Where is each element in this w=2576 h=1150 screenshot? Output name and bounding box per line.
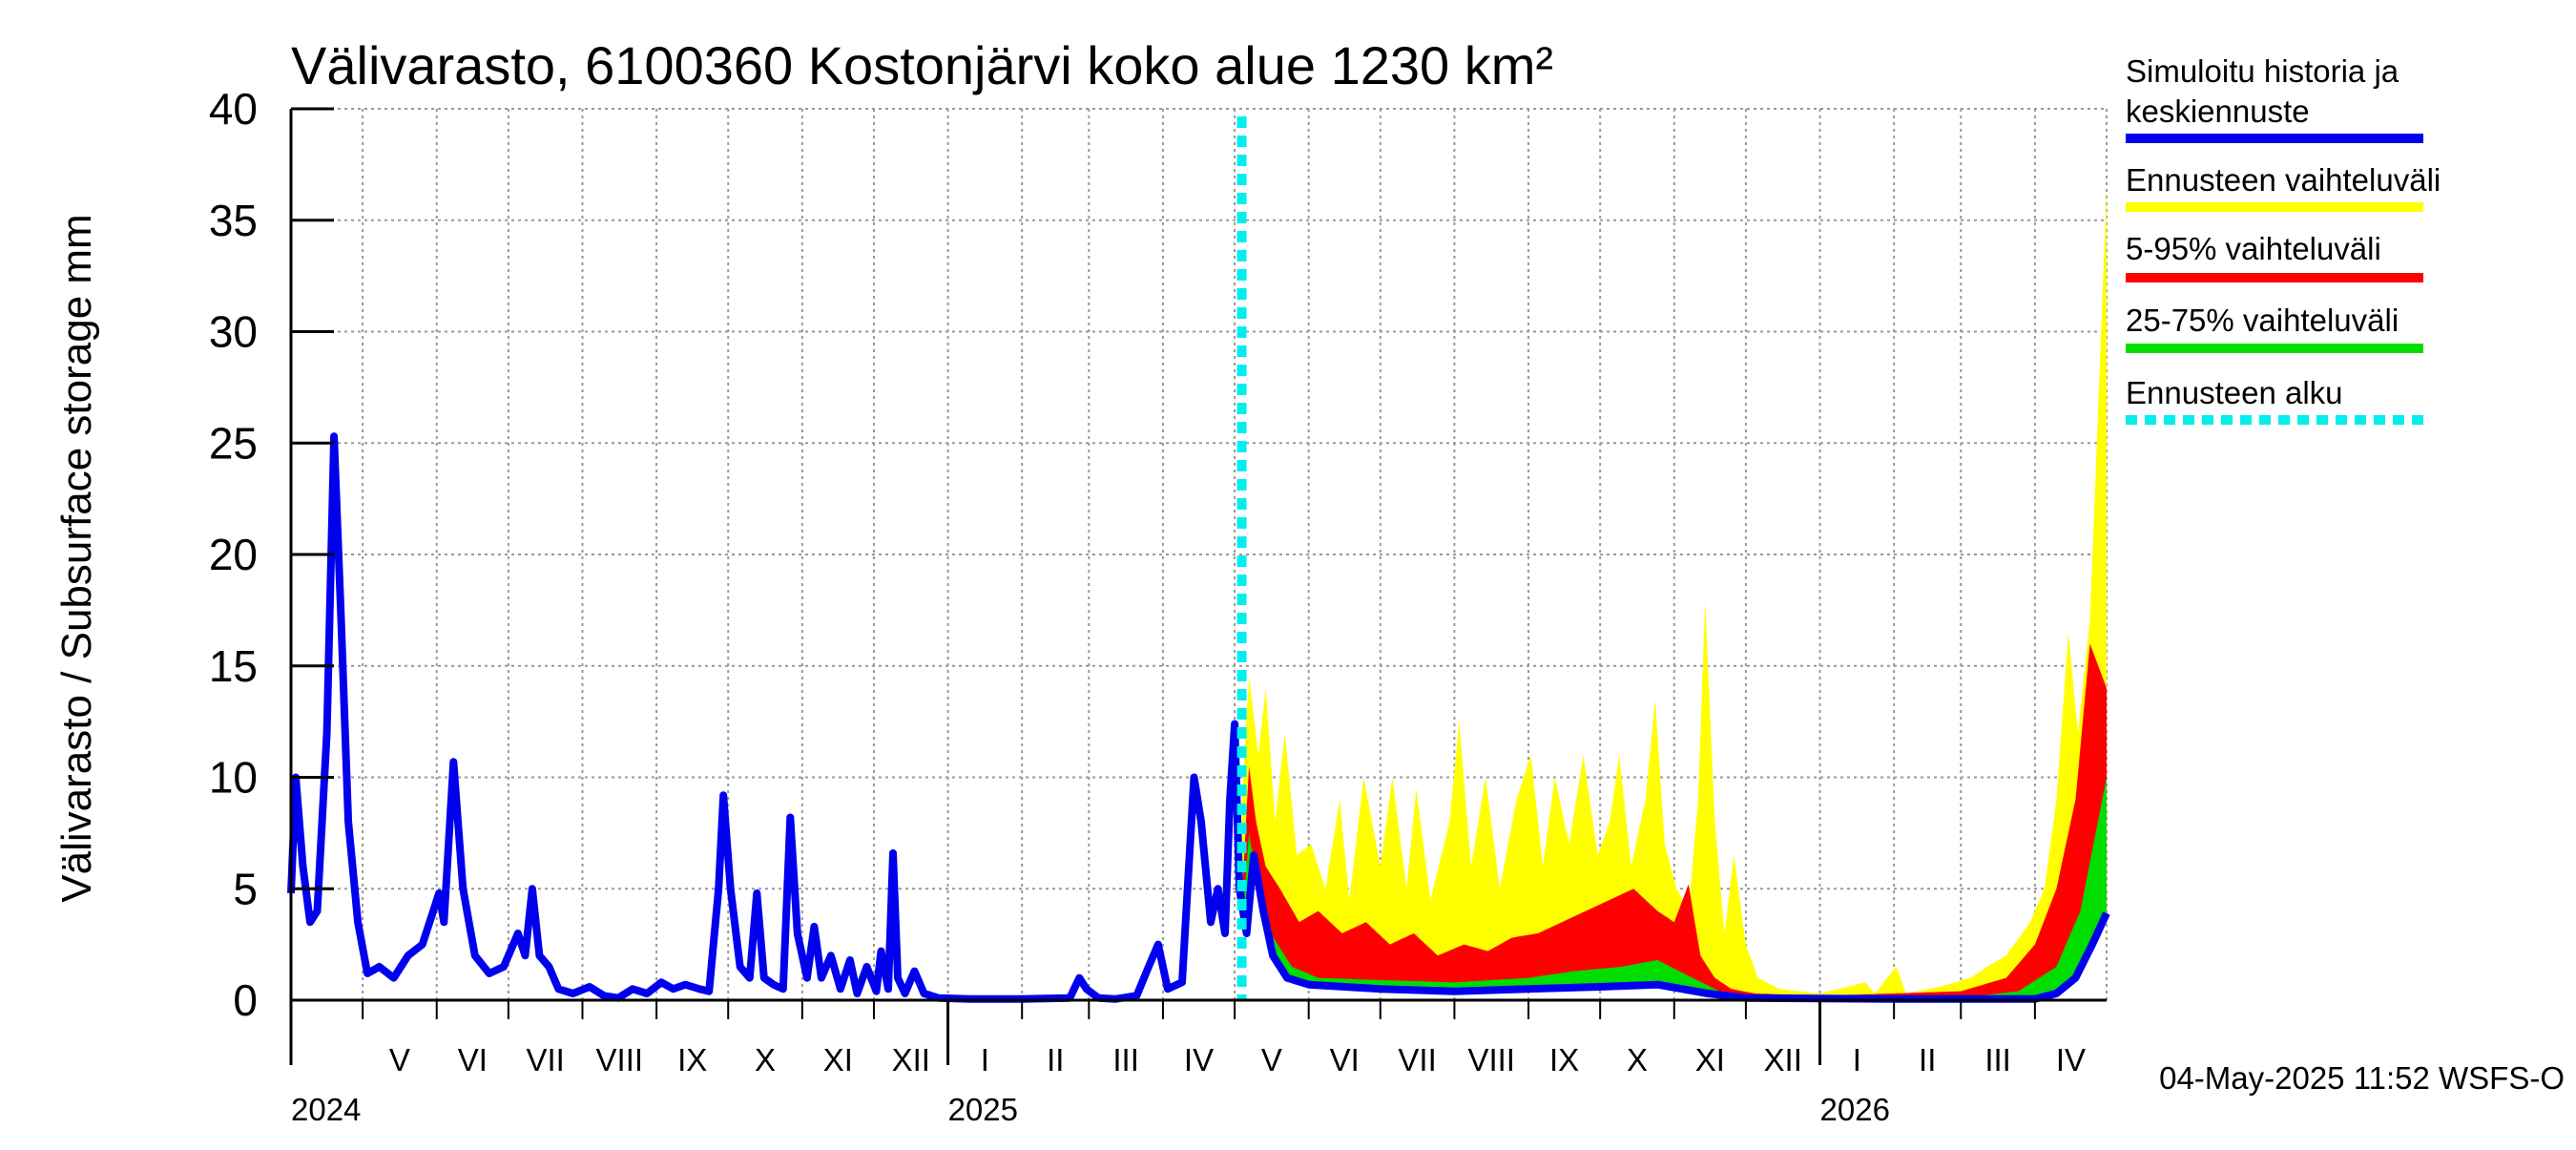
y-tick-label: 10 (209, 753, 258, 803)
legend-label: 25-75% vaihteluväli (2126, 303, 2399, 338)
month-tick-label: IX (1549, 1042, 1579, 1077)
y-tick-label: 5 (233, 864, 258, 913)
month-tick-label: VII (526, 1042, 564, 1077)
y-tick-label: 20 (209, 530, 258, 579)
month-tick-label: XI (1695, 1042, 1725, 1077)
y-tick-label: 0 (233, 975, 258, 1025)
month-tick-label: V (1261, 1042, 1282, 1077)
month-tick-label: X (1627, 1042, 1648, 1077)
month-tick-label: VIII (596, 1042, 644, 1077)
month-tick-label: IV (2056, 1042, 2086, 1077)
month-tick-label: VII (1398, 1042, 1436, 1077)
month-tick-label: I (981, 1042, 989, 1077)
month-tick-label: V (389, 1042, 410, 1077)
y-tick-label: 40 (209, 84, 258, 134)
month-tick-label: III (1112, 1042, 1139, 1077)
legend: Simuloitu historia ja keskiennuste Ennuste… (2126, 53, 2441, 425)
month-tick-label: III (1984, 1042, 2011, 1077)
year-tick-label: 2024 (291, 1092, 361, 1127)
year-tick-label: 2025 (948, 1092, 1018, 1127)
legend-label: 5-95% vaihteluväli (2126, 231, 2381, 266)
y-tick-label: 15 (209, 641, 258, 691)
legend-label: keskiennuste (2126, 94, 2310, 129)
legend-label: Ennusteen alku (2126, 375, 2343, 410)
month-tick-label: XII (892, 1042, 930, 1077)
y-tick-label: 30 (209, 307, 258, 357)
series-line-simulated (287, 432, 2110, 1003)
month-tick-label: IV (1184, 1042, 1214, 1077)
month-tick-label: VI (1330, 1042, 1360, 1077)
month-tick-label: II (1919, 1042, 1936, 1077)
band-5-95 (1241, 643, 2107, 1000)
month-tick-label: VI (458, 1042, 488, 1077)
footer-timestamp: 04-May-2025 11:52 WSFS-O (2159, 1060, 2565, 1096)
month-tick-label: II (1047, 1042, 1064, 1077)
month-tick-label: IX (677, 1042, 707, 1077)
legend-label: Simuloitu historia ja (2126, 53, 2399, 89)
legend-label: Ennusteen vaihteluväli (2126, 162, 2441, 198)
month-tick-label: I (1853, 1042, 1861, 1077)
month-tick-label: VIII (1467, 1042, 1515, 1077)
month-tick-label: XII (1764, 1042, 1802, 1077)
month-tick-label: X (755, 1042, 776, 1077)
band-forecast-range (1241, 186, 2107, 1000)
y-axis-label: Välivarasto / Subsurface storage mm (53, 214, 100, 902)
y-tick-label: 25 (209, 418, 258, 468)
y-tick-label: 35 (209, 196, 258, 245)
month-tick-label: XI (823, 1042, 853, 1077)
chart-title: Välivarasto, 6100360 Kostonjärvi koko al… (291, 35, 1553, 95)
year-tick-label: 2026 (1820, 1092, 1890, 1127)
